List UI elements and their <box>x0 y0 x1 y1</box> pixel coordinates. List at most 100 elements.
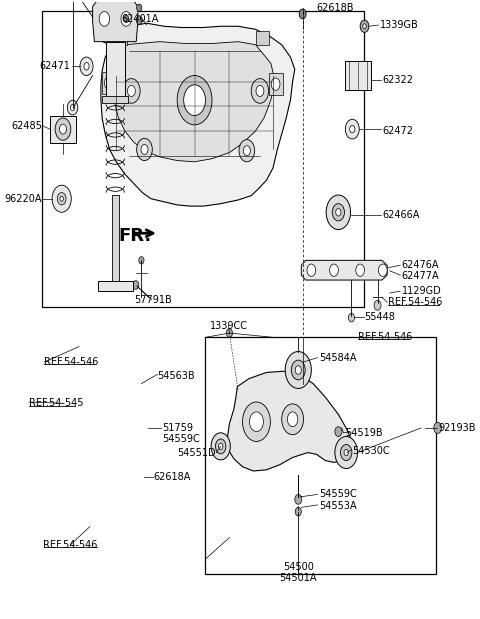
Text: 54553A: 54553A <box>319 501 356 511</box>
Circle shape <box>239 140 255 162</box>
Circle shape <box>136 16 142 24</box>
Circle shape <box>271 78 280 90</box>
Text: 54563B: 54563B <box>157 371 195 381</box>
Text: 1339CC: 1339CC <box>210 321 248 331</box>
Circle shape <box>139 257 144 264</box>
Circle shape <box>378 264 387 276</box>
Circle shape <box>295 508 301 516</box>
Circle shape <box>340 444 352 461</box>
Circle shape <box>345 119 359 139</box>
Text: 54501A: 54501A <box>279 573 317 582</box>
Polygon shape <box>93 0 138 41</box>
Circle shape <box>330 264 338 276</box>
Text: 62322: 62322 <box>382 76 413 85</box>
Text: 51759: 51759 <box>162 423 193 433</box>
Polygon shape <box>96 23 295 206</box>
Circle shape <box>335 436 358 469</box>
Bar <box>42 11 364 306</box>
Bar <box>102 96 128 103</box>
Circle shape <box>356 264 364 276</box>
Circle shape <box>349 126 355 133</box>
Circle shape <box>326 195 350 230</box>
Circle shape <box>55 118 71 141</box>
Text: 62471: 62471 <box>39 61 71 71</box>
Bar <box>50 116 76 143</box>
Text: 54519B: 54519B <box>345 428 383 438</box>
Circle shape <box>291 360 305 380</box>
Circle shape <box>141 144 148 155</box>
Circle shape <box>250 412 264 431</box>
Circle shape <box>344 449 348 456</box>
Circle shape <box>282 404 303 435</box>
Text: 1339GB: 1339GB <box>380 20 419 30</box>
Text: 54559C: 54559C <box>319 490 357 500</box>
Circle shape <box>137 139 152 160</box>
Text: 54500: 54500 <box>283 562 314 572</box>
Text: 62477A: 62477A <box>402 271 439 282</box>
Polygon shape <box>227 371 352 471</box>
Circle shape <box>137 4 142 12</box>
Circle shape <box>335 426 342 436</box>
Text: REF.54-546: REF.54-546 <box>43 540 97 550</box>
Circle shape <box>57 193 66 205</box>
Polygon shape <box>301 261 387 280</box>
Circle shape <box>288 412 298 426</box>
Circle shape <box>374 300 381 310</box>
Circle shape <box>128 85 135 97</box>
Circle shape <box>60 124 66 134</box>
Bar <box>256 31 269 45</box>
Text: 57791B: 57791B <box>134 295 172 305</box>
Text: 55448: 55448 <box>364 312 396 322</box>
Circle shape <box>80 57 93 76</box>
Text: 62401A: 62401A <box>121 14 159 24</box>
Bar <box>205 337 436 574</box>
Bar <box>269 73 283 95</box>
Text: FR.: FR. <box>119 227 152 245</box>
Bar <box>115 31 128 45</box>
Circle shape <box>99 12 109 26</box>
Bar <box>112 195 119 281</box>
Bar <box>102 72 115 94</box>
Circle shape <box>60 196 63 201</box>
Circle shape <box>121 12 132 26</box>
Circle shape <box>295 366 301 374</box>
Circle shape <box>123 15 129 22</box>
Circle shape <box>251 79 269 103</box>
Circle shape <box>336 209 341 216</box>
Text: 62485: 62485 <box>11 121 42 131</box>
Text: REF.54-545: REF.54-545 <box>29 398 84 409</box>
Circle shape <box>132 280 139 289</box>
Circle shape <box>434 422 442 433</box>
Text: 54530C: 54530C <box>352 446 390 456</box>
Circle shape <box>332 204 345 221</box>
Circle shape <box>71 105 75 111</box>
Circle shape <box>307 264 316 276</box>
Circle shape <box>123 79 140 103</box>
Text: REF.54-546: REF.54-546 <box>388 297 443 307</box>
Circle shape <box>52 185 71 212</box>
Text: REF.54-546: REF.54-546 <box>44 357 98 367</box>
Circle shape <box>295 495 302 504</box>
Text: 62476A: 62476A <box>402 260 439 271</box>
Text: REF.54-546: REF.54-546 <box>358 332 412 342</box>
Circle shape <box>211 433 230 460</box>
Circle shape <box>218 443 223 449</box>
Circle shape <box>256 85 264 97</box>
Bar <box>106 41 125 97</box>
Circle shape <box>177 76 212 125</box>
Circle shape <box>348 313 354 322</box>
Circle shape <box>299 9 306 19</box>
Circle shape <box>216 439 226 454</box>
Text: 54584A: 54584A <box>319 353 356 363</box>
Text: 1129GD: 1129GD <box>402 286 441 296</box>
Circle shape <box>363 24 366 28</box>
Bar <box>98 281 132 291</box>
Text: 54559C: 54559C <box>162 434 200 444</box>
Text: 62618B: 62618B <box>317 2 354 13</box>
Text: 62472: 62472 <box>382 126 413 136</box>
Circle shape <box>285 352 312 389</box>
Circle shape <box>84 63 89 70</box>
Text: 92193B: 92193B <box>439 423 476 433</box>
Circle shape <box>243 145 251 156</box>
Circle shape <box>227 329 232 337</box>
